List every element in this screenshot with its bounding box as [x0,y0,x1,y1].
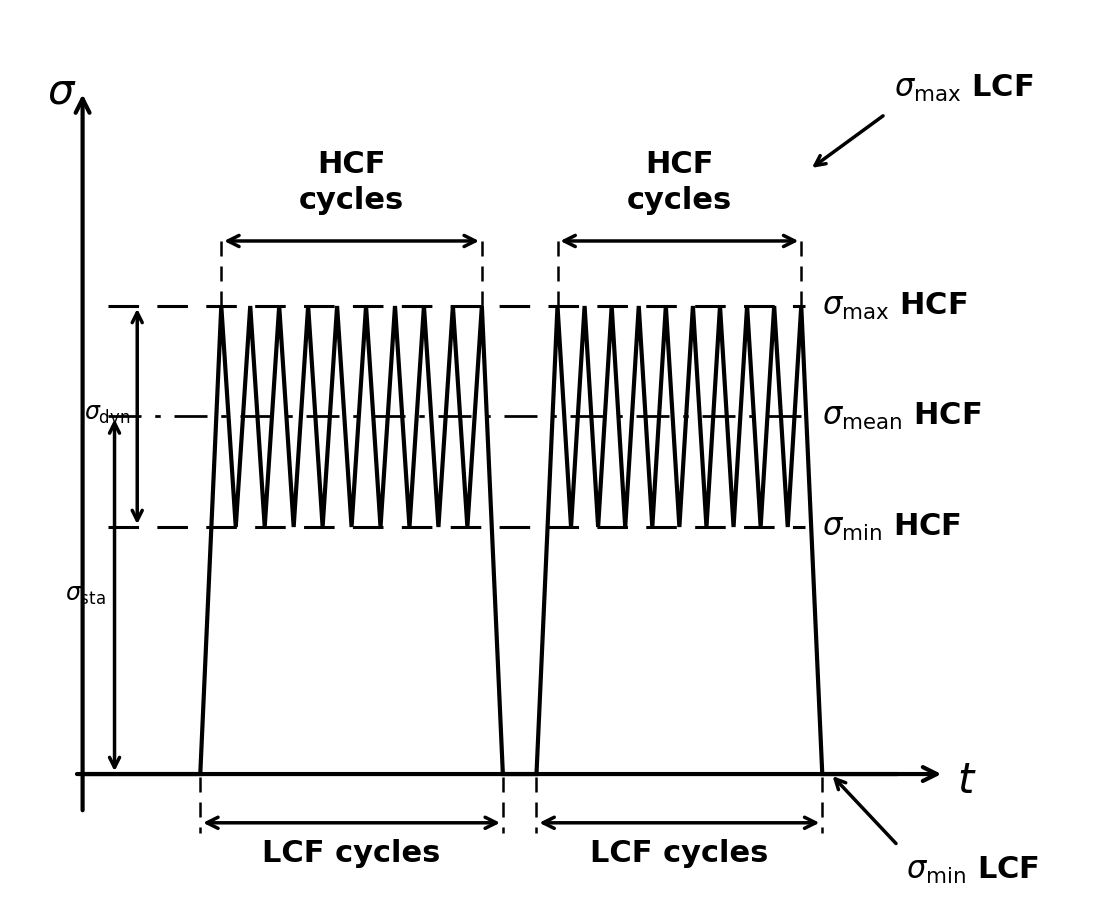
Text: cycles: cycles [627,186,733,215]
Text: $\sigma_{\rm min}$ LCF: $\sigma_{\rm min}$ LCF [906,856,1039,886]
Text: $\sigma_{\rm sta}$: $\sigma_{\rm sta}$ [66,583,106,607]
Text: $\sigma$: $\sigma$ [47,70,76,113]
Text: $\sigma_{\rm dyn}$: $\sigma_{\rm dyn}$ [84,403,130,430]
Text: LCF cycles: LCF cycles [590,839,768,868]
Text: HCF: HCF [646,151,714,179]
Text: $\sigma_{\rm mean}$ HCF: $\sigma_{\rm mean}$ HCF [822,401,982,432]
Text: $\sigma_{\rm min}$ HCF: $\sigma_{\rm min}$ HCF [822,512,961,542]
Text: $t$: $t$ [957,760,977,801]
Text: HCF: HCF [318,151,386,179]
Text: $\sigma_{\rm max}$ HCF: $\sigma_{\rm max}$ HCF [822,290,968,322]
Text: LCF cycles: LCF cycles [262,839,440,868]
Text: $\sigma_{\rm max}$ LCF: $\sigma_{\rm max}$ LCF [894,73,1034,104]
Text: cycles: cycles [299,186,405,215]
